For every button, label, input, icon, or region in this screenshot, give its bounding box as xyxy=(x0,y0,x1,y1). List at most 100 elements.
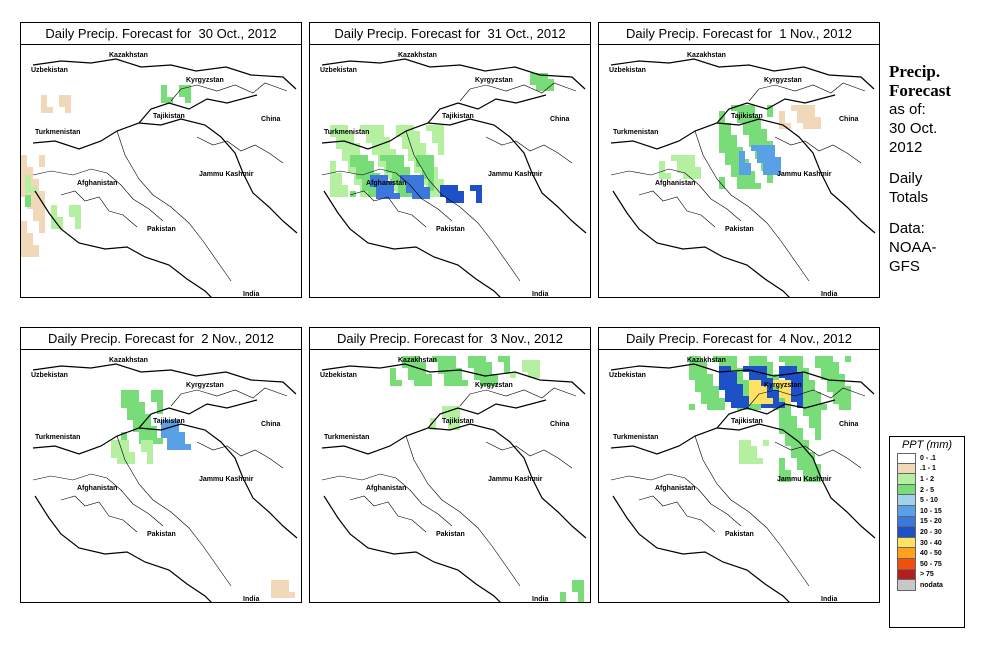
precip-cell xyxy=(797,105,803,111)
precip-cell xyxy=(486,368,492,374)
legend-swatch xyxy=(897,527,916,538)
precip-cell xyxy=(432,356,438,362)
country-border xyxy=(32,363,297,395)
precip-cell xyxy=(797,390,803,396)
legend-item: 0 - .1 xyxy=(890,453,964,464)
precip-cell xyxy=(420,368,426,374)
panel-title: Daily Precip. Forecast for 2 Nov., 2012 xyxy=(21,328,301,350)
country-border xyxy=(610,58,875,90)
country-label-kyrgyzstan: Kyrgyzstan xyxy=(186,382,224,389)
precip-cell xyxy=(731,153,737,159)
country-label-india: India xyxy=(821,596,837,602)
precip-cell xyxy=(492,380,498,386)
precip-cell xyxy=(133,420,139,426)
precip-cell xyxy=(785,392,791,398)
country-label-kazakhstan: Kazakhstan xyxy=(109,52,148,59)
precip-cell xyxy=(743,129,749,135)
precip-cell xyxy=(534,366,540,372)
map-canvas: Kazakhstan Uzbekistan Kyrgyzstan Tajikistan… xyxy=(609,356,876,602)
country-label-afghanistan: Afghanistan xyxy=(366,485,406,492)
precip-cell xyxy=(418,193,424,199)
precip-cell xyxy=(779,123,785,129)
country-label-india: India xyxy=(821,291,837,297)
precip-cell xyxy=(827,368,833,374)
precip-cell xyxy=(452,197,458,203)
precip-cell xyxy=(791,440,797,446)
precip-cell xyxy=(737,117,743,123)
legend-label: 15 - 20 xyxy=(920,518,942,526)
precip-cell xyxy=(330,167,336,173)
precip-cell xyxy=(412,175,418,181)
precip-cell xyxy=(376,187,382,193)
precip-cell xyxy=(725,129,731,135)
country-label-kazakhstan: Kazakhstan xyxy=(398,357,437,364)
precip-cell xyxy=(330,161,336,167)
precip-cell xyxy=(452,191,458,197)
map-canvas: Kazakhstan Uzbekistan Kyrgyzstan Tajikistan… xyxy=(320,356,587,602)
precip-cell xyxy=(406,187,412,193)
precip-cell xyxy=(426,125,432,131)
precip-cell xyxy=(731,372,737,378)
precip-cell xyxy=(803,105,809,111)
precip-cell xyxy=(701,398,707,404)
precip-cell xyxy=(797,446,803,452)
precip-cell xyxy=(384,149,390,155)
precip-cell xyxy=(380,155,386,161)
precip-cell xyxy=(480,362,486,368)
precip-cell xyxy=(743,392,749,398)
precip-cell xyxy=(33,251,39,257)
precip-cell xyxy=(755,117,761,123)
precip-cell xyxy=(384,143,390,149)
precip-area xyxy=(430,406,460,430)
precip-cell xyxy=(167,426,173,432)
province-border xyxy=(60,190,138,228)
precip-cell xyxy=(731,356,737,362)
precip-cell xyxy=(504,356,510,362)
precip-cell xyxy=(763,151,769,157)
precip-cell xyxy=(366,125,372,131)
precip-cell xyxy=(476,197,482,203)
precip-cell xyxy=(815,404,821,410)
precip-cell xyxy=(412,181,418,187)
precip-cell xyxy=(39,221,45,227)
precip-cell xyxy=(791,434,797,440)
precip-cell xyxy=(117,458,123,464)
precip-cell xyxy=(430,418,436,424)
country-label-pakistan: Pakistan xyxy=(147,531,176,538)
precip-cell xyxy=(725,135,731,141)
precip-cell xyxy=(803,380,809,386)
precip-cell xyxy=(151,438,157,444)
precip-cell xyxy=(542,73,548,79)
precip-cell xyxy=(185,97,191,103)
precip-cell xyxy=(749,135,755,141)
precip-cell xyxy=(141,440,147,446)
precip-cell xyxy=(757,458,763,464)
country-border xyxy=(34,190,212,297)
precip-cell xyxy=(763,169,769,175)
country-label-kyrgyzstan: Kyrgyzstan xyxy=(764,382,802,389)
precip-cell xyxy=(283,586,289,592)
precip-cell xyxy=(420,380,426,386)
country-label-turkmenistan: Turkmenistan xyxy=(35,434,80,441)
precip-cell xyxy=(767,141,773,147)
precip-cell xyxy=(470,185,476,191)
precip-cell xyxy=(368,185,374,191)
precip-cell xyxy=(386,167,392,173)
precip-cell xyxy=(767,378,773,384)
legend-item: 5 - 10 xyxy=(890,495,964,506)
country-label-kyrgyzstan: Kyrgyzstan xyxy=(475,77,513,84)
legend-items: 0 - .1 .1 - 1 1 - 2 2 - 5 5 - 10 10 - 15 15 - … xyxy=(890,453,964,591)
precip-cell xyxy=(725,141,731,147)
precip-cell xyxy=(797,356,803,362)
precip-cell xyxy=(522,366,528,372)
panel-title: Daily Precip. Forecast for 31 Oct., 2012 xyxy=(310,23,590,45)
precip-cell xyxy=(773,402,779,408)
precip-cell xyxy=(548,85,554,91)
precip-cell xyxy=(390,380,396,386)
precip-area xyxy=(25,195,31,207)
precip-cell xyxy=(689,362,695,368)
precip-cell xyxy=(330,173,336,179)
legend-swatch xyxy=(897,516,916,528)
precip-cell xyxy=(791,428,797,434)
country-label-india: India xyxy=(243,596,259,602)
